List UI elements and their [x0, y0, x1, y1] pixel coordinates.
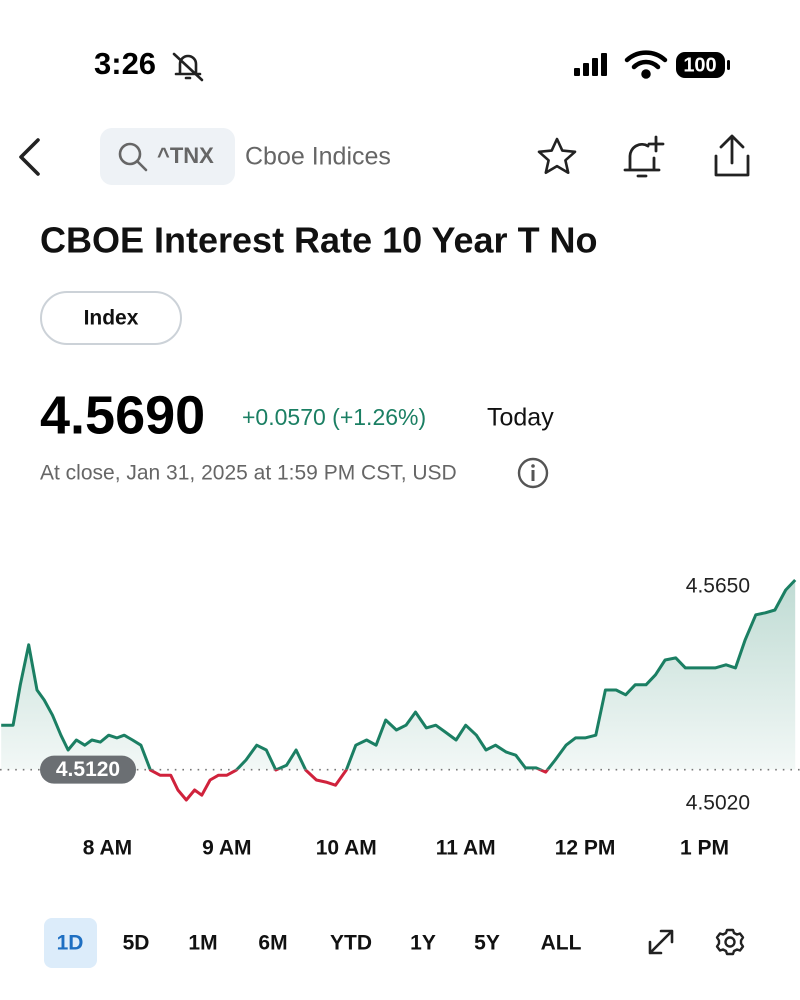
range-tab[interactable]: 5D	[123, 932, 150, 955]
range-tab[interactable]: ALL	[541, 932, 582, 955]
range-tab-selected	[44, 918, 97, 968]
close-note: At close, Jan 31, 2025 at 1:59 PM CST, U…	[40, 462, 457, 485]
status-time: 3:26	[94, 46, 156, 81]
chart: 4.5120 4.5650 4.5020 8 AM 9 AM 10 AM 11 AM 12 P…	[0, 574, 800, 860]
x-tick-label: 8 AM	[83, 837, 132, 860]
search-box[interactable]	[100, 128, 235, 185]
signal-icon	[574, 53, 607, 76]
x-tick-label: 1 PM	[680, 837, 729, 860]
battery	[676, 52, 725, 78]
x-tick-label: 11 AM	[436, 837, 496, 860]
line-up	[1, 578, 797, 770]
battery-level: 100	[683, 54, 716, 76]
price: 4.5690	[40, 385, 205, 445]
range-tab[interactable]: YTD	[330, 932, 372, 955]
period: Today	[487, 404, 554, 432]
silent-icon	[172, 52, 204, 82]
range-tab[interactable]: 1M	[188, 932, 217, 955]
share-button[interactable]	[714, 134, 750, 177]
x-tick-label: 9 AM	[202, 837, 251, 860]
expand-button[interactable]	[648, 929, 674, 955]
price-change: +0.0570 (+1.26%)	[242, 404, 426, 430]
range-tab[interactable]: 1D	[57, 932, 84, 955]
settings-button[interactable]	[715, 928, 745, 956]
info-button[interactable]	[517, 457, 549, 489]
security-name: CBOE Interest Rate 10 Year T No	[40, 220, 598, 261]
range-tab[interactable]: 6M	[258, 932, 287, 955]
tag: Index	[84, 307, 139, 330]
range-tabs: 1D 5D 1M 6M YTD 1Y 5Y ALL	[44, 918, 582, 968]
battery-tip	[727, 60, 730, 70]
tag-pill[interactable]	[40, 291, 182, 345]
back-button[interactable]	[19, 138, 40, 176]
x-tick-label: 12 PM	[555, 837, 616, 860]
exchange: Cboe Indices	[245, 143, 391, 171]
area	[1, 580, 796, 770]
search-icon	[118, 142, 148, 172]
watchlist-button[interactable]	[537, 137, 577, 174]
wifi-icon	[624, 50, 668, 79]
x-tick-label: 10 AM	[316, 837, 377, 860]
search-symbol: ^TNX	[157, 143, 214, 168]
y-tick-label: 4.5020	[686, 792, 750, 815]
alert-button[interactable]	[623, 135, 665, 178]
reference-pill	[40, 755, 136, 784]
range-tab[interactable]: 5Y	[474, 932, 500, 955]
y-tick-label: 4.5650	[686, 574, 750, 597]
range-tab[interactable]: 1Y	[410, 932, 436, 955]
reference-label: 4.5120	[56, 758, 120, 781]
